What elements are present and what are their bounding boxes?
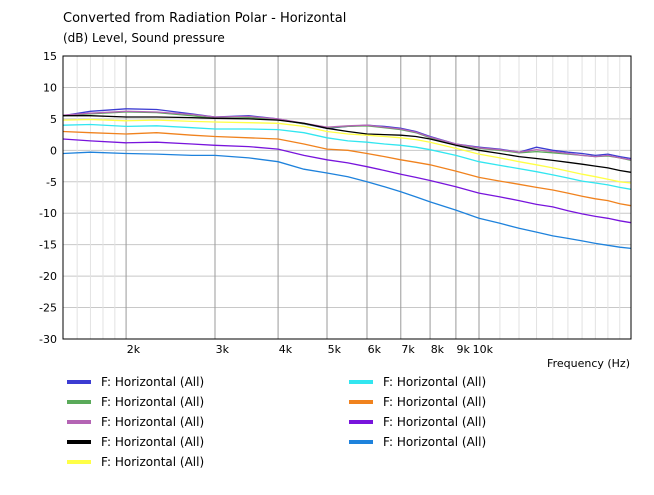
- x-tick-label: 8k: [431, 343, 445, 356]
- legend-swatch: [349, 380, 373, 384]
- legend-swatch: [349, 420, 373, 424]
- y-tick-label: 15: [43, 50, 57, 63]
- chart-title: Converted from Radiation Polar - Horizon…: [63, 11, 347, 26]
- y-axis-label: (dB) Level, Sound pressure: [63, 31, 225, 45]
- legend-item: F: Horizontal (All): [67, 394, 204, 410]
- legend-label: F: Horizontal (All): [101, 375, 205, 389]
- x-tick-label: 3k: [216, 343, 230, 356]
- legend-label: F: Horizontal (All): [101, 415, 205, 429]
- legend-swatch: [67, 380, 91, 384]
- series-line-7: [62, 130, 632, 207]
- legend-item: F: Horizontal (All): [67, 454, 204, 470]
- series-line-8: [62, 138, 632, 224]
- series-line-6: [62, 123, 632, 190]
- legend-swatch: [349, 400, 373, 404]
- x-tick-label: 9k: [457, 343, 471, 356]
- series-line-9: [62, 151, 632, 250]
- legend-item: F: Horizontal (All): [349, 374, 486, 390]
- legend-label: F: Horizontal (All): [101, 395, 205, 409]
- y-tick-label: -5: [46, 176, 57, 189]
- x-axis-label: Frequency (Hz): [547, 357, 630, 370]
- legend-label: F: Horizontal (All): [101, 455, 205, 469]
- legend-label: F: Horizontal (All): [101, 435, 205, 449]
- y-tick-label: -15: [39, 239, 57, 252]
- plot-frame: [62, 55, 632, 340]
- series-line-4: [63, 115, 632, 173]
- legend-swatch: [67, 460, 91, 464]
- x-tick-label: 10k: [473, 343, 494, 356]
- y-tick-label: 0: [50, 144, 57, 157]
- series-line-5: [62, 118, 632, 184]
- y-tick-label: 10: [43, 81, 57, 94]
- legend-item: F: Horizontal (All): [67, 434, 204, 450]
- legend-swatch: [67, 440, 91, 444]
- legend-label: F: Horizontal (All): [383, 415, 487, 429]
- legend-label: F: Horizontal (All): [383, 375, 487, 389]
- y-tick-label: -20: [39, 270, 57, 283]
- x-tick-label: 5k: [328, 343, 342, 356]
- series-line-3: [62, 110, 632, 161]
- legend-swatch: [67, 420, 91, 424]
- x-tick-label: 7k: [401, 343, 415, 356]
- x-tick-label: 6k: [368, 343, 382, 356]
- legend-item: F: Horizontal (All): [67, 414, 204, 430]
- legend-item: F: Horizontal (All): [349, 414, 486, 430]
- x-tick-label: 4k: [279, 343, 293, 356]
- x-tick-label: 2k: [127, 343, 141, 356]
- legend-label: F: Horizontal (All): [383, 395, 487, 409]
- legend-label: F: Horizontal (All): [383, 435, 487, 449]
- y-tick-label: -30: [39, 333, 57, 346]
- y-tick-label: -10: [39, 207, 57, 220]
- legend-swatch: [349, 440, 373, 444]
- legend-item: F: Horizontal (All): [349, 434, 486, 450]
- legend-item: F: Horizontal (All): [349, 394, 486, 410]
- y-tick-label: -25: [39, 302, 57, 315]
- legend-item: F: Horizontal (All): [67, 374, 204, 390]
- legend-swatch: [67, 400, 91, 404]
- y-tick-label: 5: [50, 113, 57, 126]
